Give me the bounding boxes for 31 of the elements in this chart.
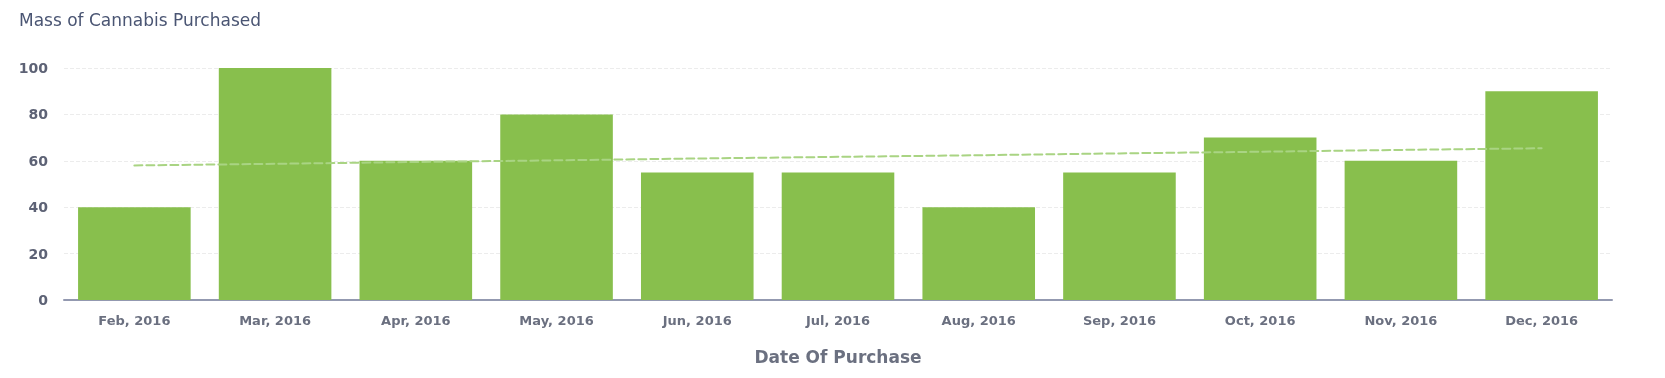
bar xyxy=(1485,91,1598,300)
x-tick-label: Jul, 2016 xyxy=(804,313,871,328)
x-axis-title: Date Of Purchase xyxy=(754,346,922,367)
bar xyxy=(922,207,1036,300)
y-tick-label: 40 xyxy=(28,199,49,216)
x-tick-label: Oct, 2016 xyxy=(1224,313,1296,328)
bar xyxy=(500,114,613,300)
bar xyxy=(218,68,332,300)
x-tick-label: Sep, 2016 xyxy=(1082,313,1157,328)
y-tick-label: 80 xyxy=(28,106,49,123)
x-tick-label: Dec, 2016 xyxy=(1505,313,1579,328)
bar xyxy=(781,172,895,300)
y-tick-label: 60 xyxy=(28,152,49,169)
bar xyxy=(1203,137,1317,300)
bar xyxy=(640,172,754,300)
x-tick-label: Feb, 2016 xyxy=(98,313,171,328)
y-tick-label: 0 xyxy=(38,292,49,308)
x-tick-label: Mar, 2016 xyxy=(239,313,312,328)
x-tick-label: Jun, 2016 xyxy=(661,313,732,328)
y-tick-label: 20 xyxy=(28,245,49,262)
x-tick-label: Nov, 2016 xyxy=(1364,313,1438,328)
bar xyxy=(1344,160,1458,300)
line-series xyxy=(133,147,1543,167)
bar xyxy=(1063,172,1176,300)
bar xyxy=(78,207,191,300)
chart-title: Mass of Cannabis Purchased xyxy=(19,9,262,30)
x-tick-label: May, 2016 xyxy=(519,313,594,328)
x-tick-label: Aug, 2016 xyxy=(941,313,1016,328)
bar xyxy=(359,160,473,300)
y-tick-label: 100 xyxy=(18,60,49,76)
x-tick-label: Apr, 2016 xyxy=(381,313,451,328)
